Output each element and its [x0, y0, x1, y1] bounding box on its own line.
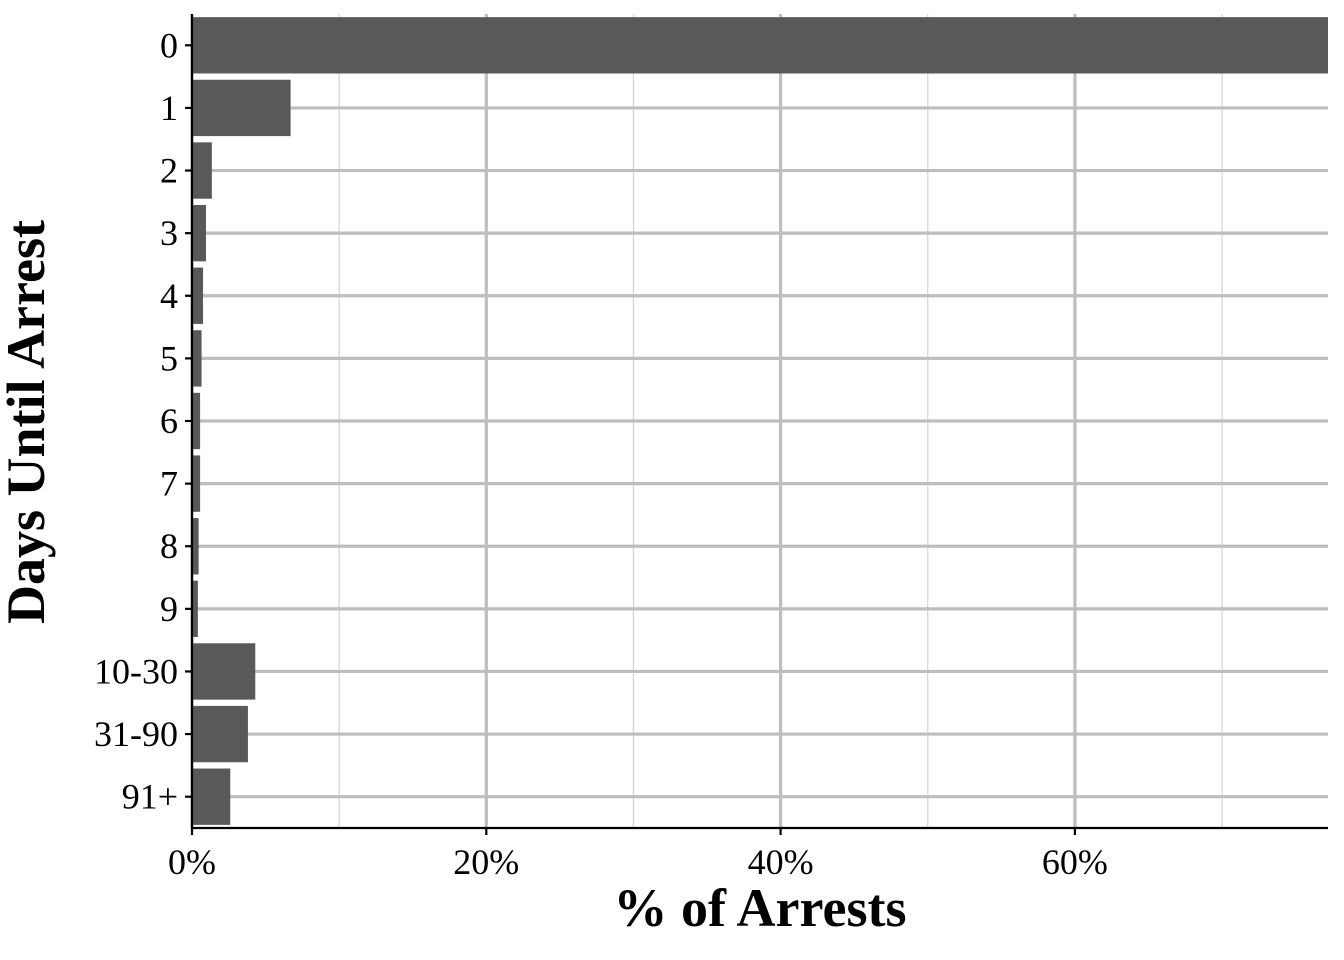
x-tick-label: 0% [168, 842, 216, 882]
bar-10-30 [192, 643, 256, 700]
y-axis-title: Days Until Arrest [0, 220, 56, 624]
y-tick-label: 5 [160, 338, 178, 378]
y-tick-label: 7 [160, 464, 178, 504]
bar-0 [192, 17, 1328, 74]
y-tick-label: 1 [160, 88, 178, 128]
y-tick-label: 2 [160, 151, 178, 191]
y-tick-label: 6 [160, 401, 178, 441]
bar-6 [192, 392, 201, 450]
x-axis-title: % of Arrests [614, 878, 907, 938]
bar-9 [192, 580, 198, 638]
bar-31-90 [192, 705, 248, 763]
x-tick-label: 60% [1042, 842, 1108, 882]
bar-1 [192, 79, 291, 137]
bar-7 [192, 455, 201, 512]
y-tick-label: 31-90 [94, 714, 178, 754]
bars [192, 17, 1328, 825]
bar-5 [192, 330, 202, 387]
y-tick-label: 8 [160, 526, 178, 566]
y-tick-label: 3 [160, 213, 178, 253]
y-tick-label: 4 [160, 276, 178, 316]
x-tick-label: 20% [453, 842, 519, 882]
y-tick-label: 91+ [122, 777, 178, 817]
bar-8 [192, 518, 199, 575]
bar-2 [192, 142, 212, 199]
bar-4 [192, 267, 204, 324]
y-tick-label: 9 [160, 589, 178, 629]
axes [185, 14, 1328, 835]
grid-lines [190, 14, 1328, 828]
tick-labels: 0 1 2 3 4 5 6 7 8 9 10-30 31-90 91+ 0% 20% 40% 60% [94, 25, 1108, 882]
y-tick-label: 0 [160, 25, 178, 65]
bar-3 [192, 204, 206, 262]
x-tick-label: 40% [748, 842, 814, 882]
bar-91+ [192, 768, 231, 825]
y-tick-label: 10-30 [94, 651, 178, 691]
